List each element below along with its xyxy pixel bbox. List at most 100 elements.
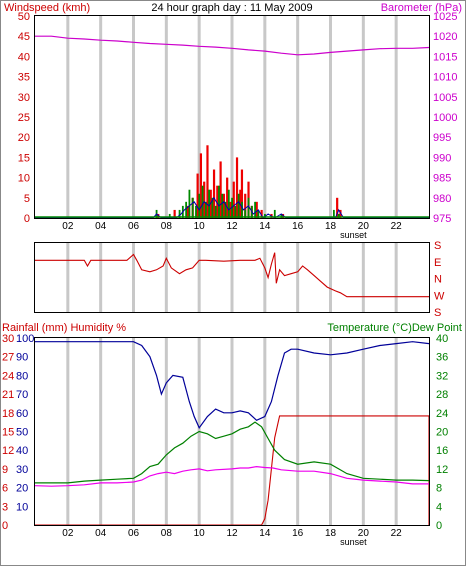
avg-bar-17: [227, 189, 230, 218]
temp-y-tick-28: 28: [436, 389, 448, 401]
gust-bar-14: [229, 201, 232, 218]
avg-bar-18: [231, 197, 233, 218]
baro-y-tick-1005: 1005: [433, 92, 457, 104]
gust-bar-19: [244, 193, 247, 218]
gust-bar-5: [199, 153, 203, 218]
rain-y-tick-27: 27: [2, 352, 14, 364]
x-tick-label-18: 18: [325, 528, 337, 539]
x-tick-label-06: 06: [128, 221, 140, 232]
humidity-y-tick-30: 30: [16, 464, 28, 476]
gust-bar-22: [255, 201, 258, 218]
avg-bar-1: [168, 213, 171, 218]
rainfall-line: [35, 415, 430, 526]
direction-y-tick-0: S: [434, 240, 441, 252]
rain-y-tick-3: 3: [2, 501, 8, 513]
humidity-y-tick-50: 50: [16, 427, 28, 439]
baro-y-tick-995: 995: [433, 132, 451, 144]
avg-bar-31: [337, 213, 340, 218]
x-tick-label-04: 04: [95, 221, 107, 232]
x-tick-label-08: 08: [161, 528, 173, 539]
gust-bar-1: [173, 209, 176, 218]
temp-y-tick-0: 0: [436, 520, 442, 532]
wind-speed-line: [35, 196, 429, 219]
x-tick-label-10: 10: [194, 528, 206, 539]
barometer-y-ticks: 975 980 985 990 995 1000 1005 1010 1015 1020 1025: [433, 11, 457, 225]
wind-grid: [66, 16, 398, 218]
wind-x-ticks: 02 04 06 08 10 12 14 16 18 20 22: [62, 221, 402, 232]
humidity-y-tick-80: 80: [16, 370, 28, 382]
temperature-x-ticks: 02 04 06 08 10 12 14 16 18 20 22: [62, 528, 402, 539]
wind-y-tick-15: 15: [18, 152, 30, 164]
chart-title: 24 hour graph day : 11 May 2009: [151, 2, 312, 14]
x-tick-label-08: 08: [161, 221, 173, 232]
avg-bar-15: [221, 193, 224, 218]
x-tick-label-14: 14: [259, 528, 271, 539]
x-tick-label-16: 16: [292, 221, 304, 232]
x-tick-label-04: 04: [95, 528, 107, 539]
x-tick-label-22: 22: [391, 221, 403, 232]
x-tick-label-12: 12: [226, 528, 238, 539]
avg-bar-26: [257, 209, 260, 218]
wind-barometer-panel: Windspeed (kmh) 24 hour graph day : 11 M…: [4, 2, 462, 240]
dewpoint-line: [34, 465, 429, 487]
gust-bar-26: [336, 197, 339, 218]
rain-y-tick-15: 15: [2, 427, 14, 439]
x-tick-label-02: 02: [62, 528, 74, 539]
rain-y-tick-30: 30: [2, 333, 14, 345]
wind-y-tick-45: 45: [18, 31, 30, 43]
temp-y-tick-20: 20: [436, 427, 448, 439]
avg-bar-2: [178, 209, 181, 218]
avg-bar-21: [241, 201, 243, 218]
gust-bar-12: [222, 193, 225, 218]
temperature-axis-label: Temperature (°C)Dew Point: [327, 322, 462, 334]
gust-bar-15: [232, 181, 235, 218]
baro-y-tick-985: 985: [433, 173, 451, 185]
avg-bar-11: [208, 189, 211, 218]
avg-bar-30: [332, 209, 335, 218]
humidity-line: [35, 341, 430, 429]
avg-bar-10: [204, 201, 207, 218]
temperature-humidity-panel: Rainfall (mm) Humidity % Temperature (°C…: [2, 322, 462, 547]
baro-y-tick-975: 975: [433, 213, 451, 225]
gust-bar-9: [212, 169, 216, 218]
direction-plot-frame: [34, 242, 430, 313]
temperature-plot-frame: [34, 337, 430, 526]
avg-bar-9: [201, 185, 204, 218]
temperature-marks: [34, 341, 430, 526]
sunset-label: sunset: [340, 230, 367, 240]
avg-bar-5: [188, 189, 191, 218]
direction-y-tick-3: W: [434, 290, 445, 302]
gust-bar-13: [226, 177, 229, 218]
direction-y-tick-2: N: [434, 274, 442, 286]
rainfall-y-ticks: 0 3 6 9 12 15 18 21 24 27 30: [2, 333, 14, 532]
windspeed-axis-label: Windspeed (kmh): [4, 2, 90, 14]
x-tick-label-14: 14: [259, 221, 271, 232]
wind-y-tick-50: 50: [18, 11, 30, 23]
humidity-y-tick-20: 20: [16, 483, 28, 495]
humidity-y-tick-60: 60: [16, 408, 28, 420]
temperature-y-ticks: 0 4 8 12 16 20 24 28 32 36 40: [436, 333, 448, 532]
barometer-line: [35, 35, 430, 56]
temperature-grid: [66, 338, 398, 525]
rain-y-tick-6: 6: [2, 483, 8, 495]
wind-plot-frame: [34, 15, 430, 219]
baro-y-tick-990: 990: [433, 152, 451, 164]
x-tick-label-18: 18: [325, 221, 337, 232]
rainfall-humidity-axis-label: Rainfall (mm) Humidity %: [2, 322, 126, 334]
gust-bar-23: [260, 209, 263, 218]
x-tick-label-16: 16: [292, 528, 304, 539]
wind-y-tick-30: 30: [18, 92, 30, 104]
avg-bar-4: [185, 201, 188, 218]
x-tick-label-12: 12: [226, 221, 238, 232]
gust-bar-4: [196, 173, 199, 218]
temp-y-tick-4: 4: [436, 501, 442, 513]
temp-y-tick-8: 8: [436, 483, 442, 495]
rain-y-tick-21: 21: [2, 389, 14, 401]
barometer-axis-label: Barometer (hPa): [381, 2, 462, 14]
wind-y-tick-20: 20: [18, 132, 30, 144]
baro-y-tick-1015: 1015: [433, 51, 457, 63]
direction-y-tick-4: S: [434, 307, 441, 319]
